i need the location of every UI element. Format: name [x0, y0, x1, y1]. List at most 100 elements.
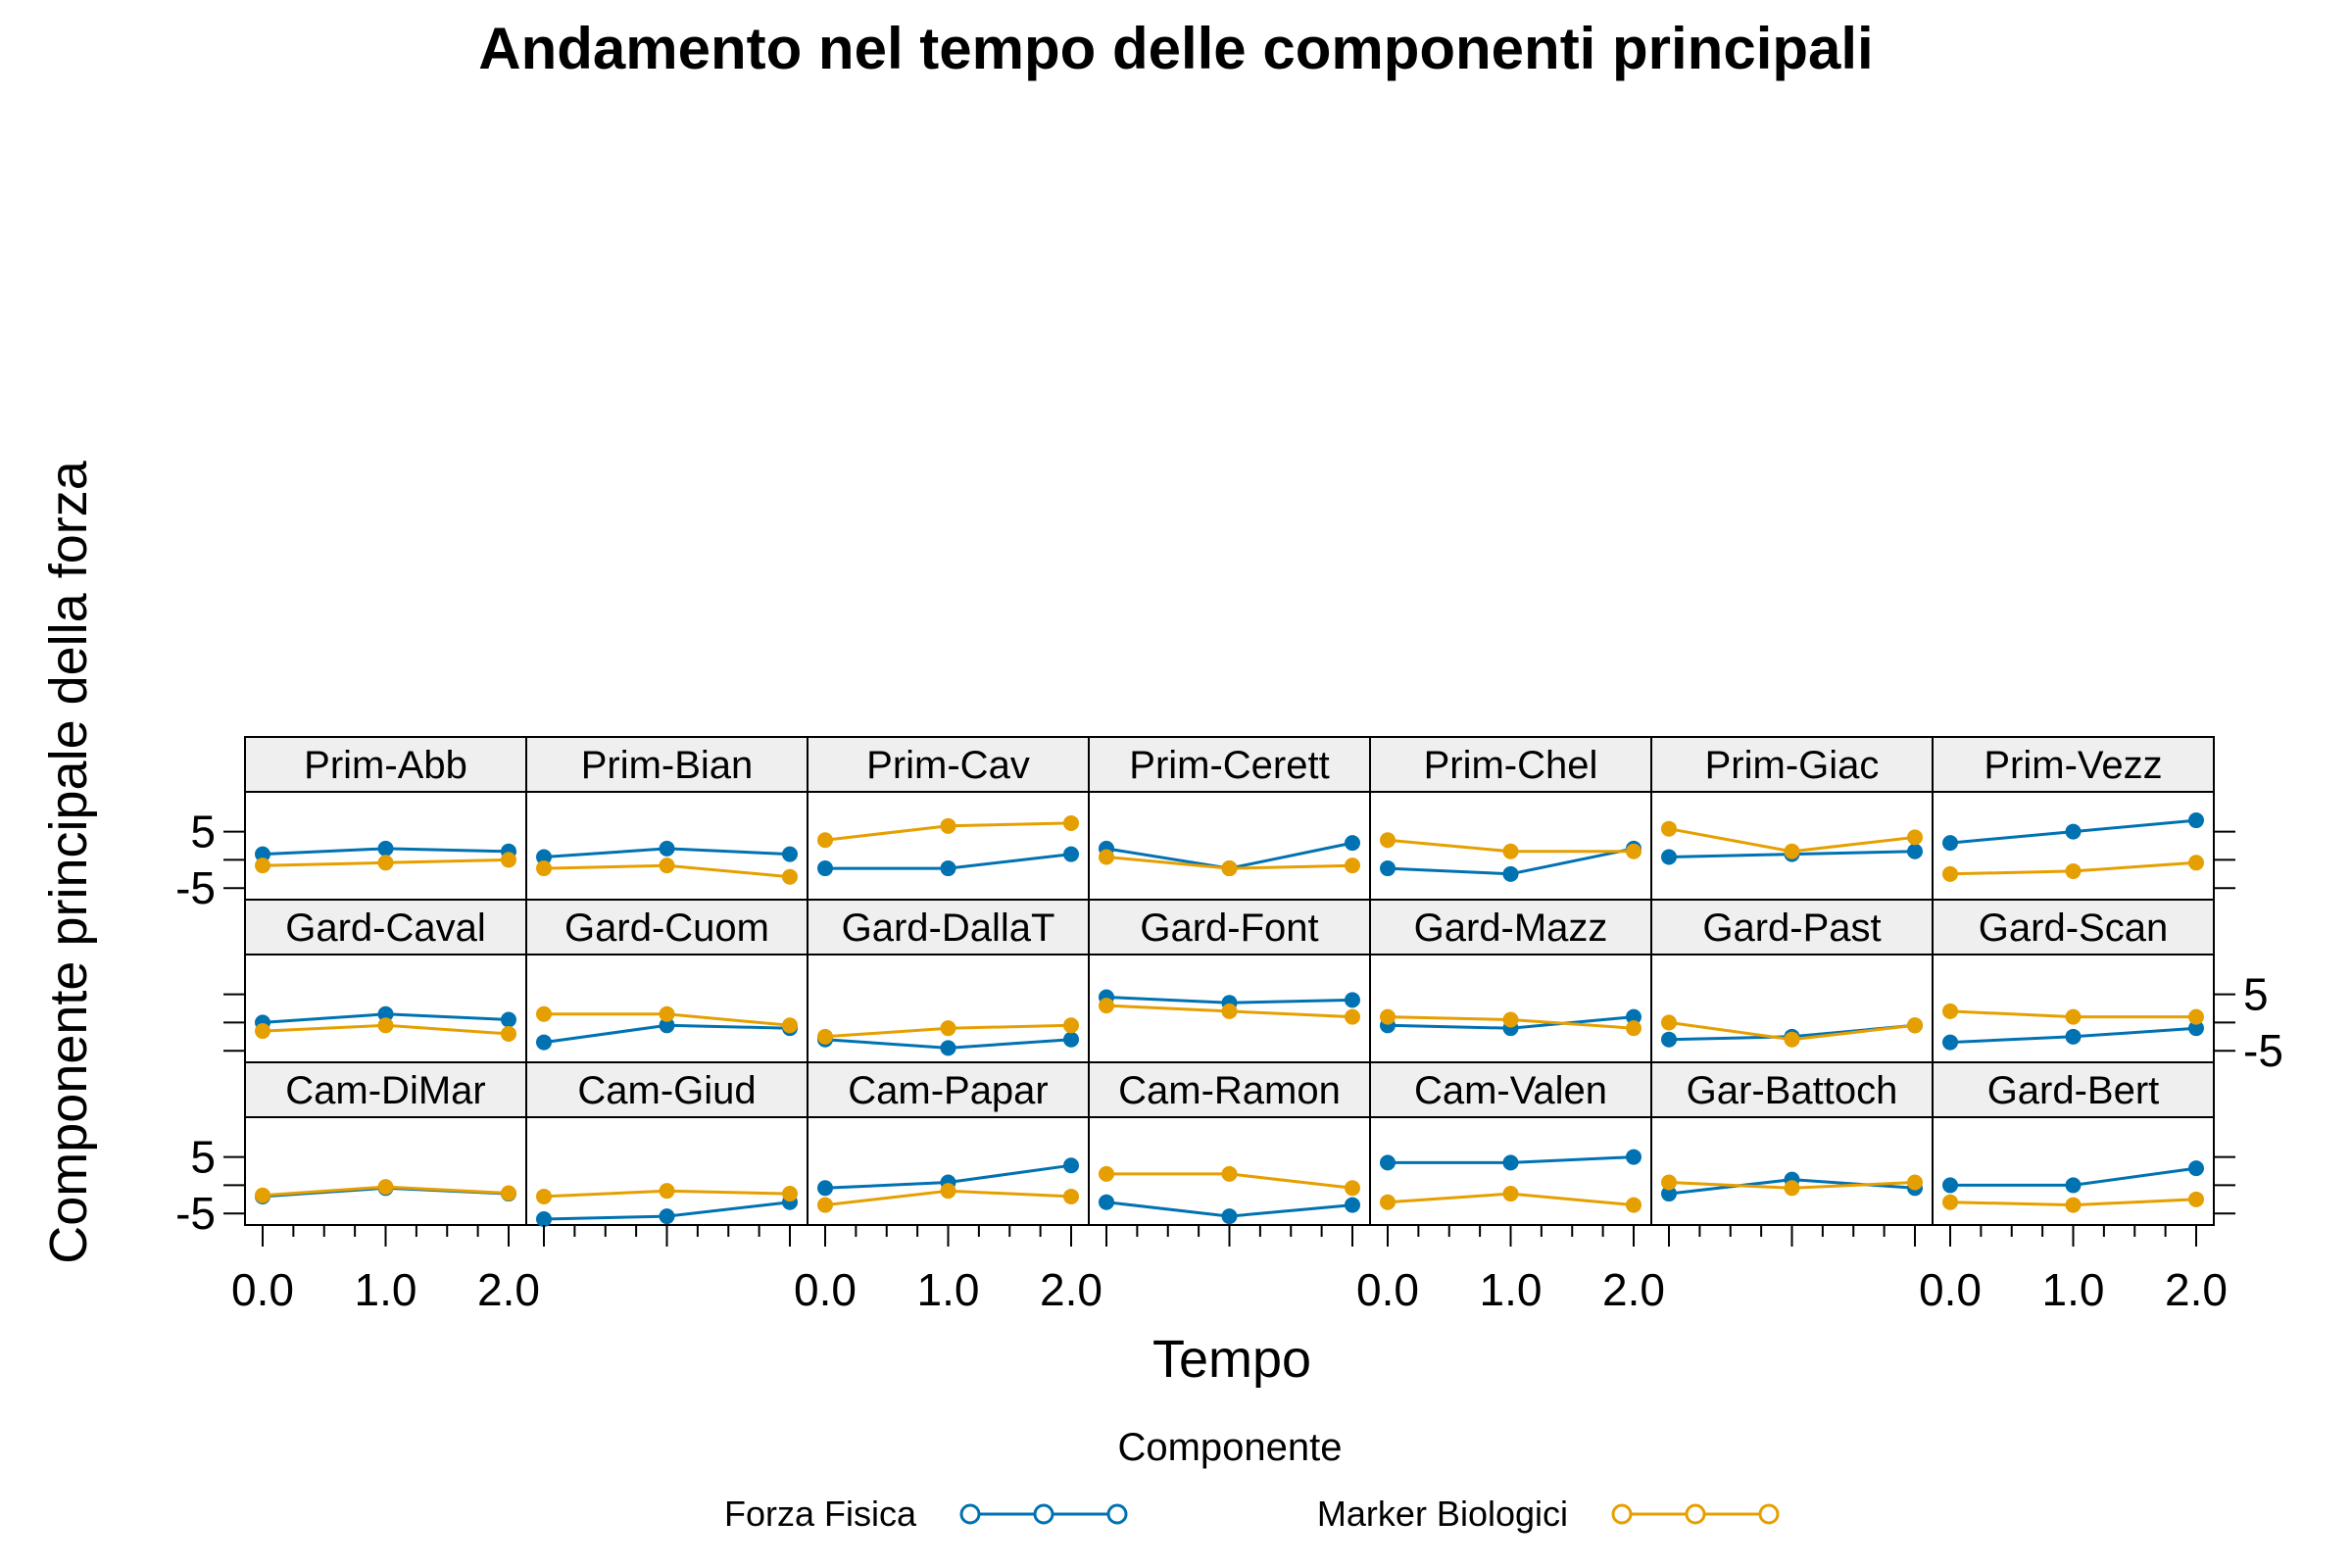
strip-label: Gard-Font — [1140, 906, 1318, 950]
panel-gard-bert: Gard-Bert — [1932, 1061, 2215, 1226]
data-point-forza-fisica — [2188, 812, 2204, 829]
data-point-forza-fisica — [1345, 835, 1360, 852]
strip — [244, 899, 527, 956]
panel-cam-dimar: Cam-DiMar — [244, 1061, 527, 1226]
legend-marker-forza-fisica — [1033, 1503, 1054, 1525]
data-point-marker-biologici — [659, 1183, 675, 1200]
legend-marker-marker-biologici — [1758, 1503, 1780, 1525]
data-point-marker-biologici — [1942, 1194, 1958, 1210]
x-tick-label: 2.0 — [2165, 1264, 2228, 1315]
legend-marker-forza-fisica — [1106, 1503, 1128, 1525]
x-tick-label: 0.0 — [231, 1264, 294, 1315]
data-point-marker-biologici — [2065, 862, 2082, 879]
data-point-marker-biologici — [536, 1005, 552, 1022]
data-point-marker-biologici — [1784, 1180, 1800, 1197]
strip-label: Gard-Bert — [1987, 1069, 2160, 1112]
data-point-marker-biologici — [782, 868, 798, 885]
strip-label: Cam-Ramon — [1118, 1069, 1341, 1112]
strip-label: Prim-Abb — [304, 744, 467, 787]
legend-title: Componente — [1117, 1426, 1342, 1469]
y-axis-title: Componente principale della forza — [39, 460, 98, 1263]
data-point-marker-biologici — [782, 1017, 798, 1034]
x-tick-label: 0.0 — [794, 1264, 857, 1315]
data-point-marker-biologici — [1380, 832, 1396, 849]
data-point-marker-biologici — [377, 1017, 394, 1034]
data-point-marker-biologici — [940, 1183, 956, 1200]
y-tick-label: 5 — [2243, 969, 2269, 1020]
data-point-marker-biologici — [940, 817, 956, 834]
data-point-marker-biologici — [1063, 1017, 1079, 1034]
data-point-marker-biologici — [1942, 865, 1958, 882]
data-point-forza-fisica — [377, 1005, 394, 1022]
strip — [1932, 1061, 2215, 1118]
data-point-marker-biologici — [1784, 843, 1800, 859]
strip-label: Cam-Papar — [848, 1069, 1049, 1112]
data-point-marker-biologici — [817, 832, 833, 849]
data-point-marker-biologici — [1221, 1165, 1238, 1182]
data-point-marker-biologici — [1942, 1003, 1958, 1019]
axes: -55-55-550.0 1.0 2.0 0.0 1.0 2.0 0.0 1.0 2.0 0.0 1… — [175, 807, 2283, 1315]
panel-frame — [1650, 1116, 1934, 1226]
data-point-forza-fisica — [1063, 846, 1079, 862]
strip-label: Prim-Vezz — [1984, 744, 2162, 787]
data-point-forza-fisica — [2188, 1160, 2204, 1177]
strip — [1369, 1061, 1652, 1118]
panel-gard-font: Gard-Font — [1088, 899, 1371, 1063]
data-point-marker-biologici — [1099, 1165, 1114, 1182]
data-point-forza-fisica — [940, 1040, 956, 1056]
strip-label: Gard-Cuom — [564, 906, 769, 950]
x-tick-label: 1.0 — [917, 1264, 980, 1315]
strip-label: Prim-Giac — [1705, 744, 1880, 787]
x-tick-label: 0.0 — [1919, 1264, 1982, 1315]
x-tick-label: 1.0 — [1480, 1264, 1543, 1315]
x-tick-label: 2.0 — [1040, 1264, 1102, 1315]
strip-label: Cam-Giud — [577, 1069, 756, 1112]
data-point-marker-biologici — [1099, 998, 1114, 1014]
x-axis-title: Tempo — [1152, 1330, 1311, 1389]
data-point-marker-biologici — [1907, 829, 1923, 846]
strip-label: Gard-Past — [1702, 906, 1881, 950]
data-point-marker-biologici — [782, 1186, 798, 1202]
panel-prim-vezz: Prim-Vezz — [1932, 736, 2215, 901]
legend-marker-forza-fisica — [959, 1503, 981, 1525]
panel-frame — [807, 791, 1090, 901]
data-point-marker-biologici — [1221, 860, 1238, 877]
panel-cam-valen: Cam-Valen — [1369, 1061, 1652, 1226]
panel-frame — [1369, 1116, 1652, 1226]
data-point-forza-fisica — [659, 1208, 675, 1225]
data-point-marker-biologici — [1661, 820, 1677, 837]
data-point-marker-biologici — [1626, 843, 1642, 859]
data-point-marker-biologici — [1345, 858, 1360, 874]
data-point-forza-fisica — [1626, 1008, 1642, 1025]
data-point-forza-fisica — [536, 849, 552, 865]
data-point-marker-biologici — [1099, 849, 1114, 865]
strip-label: Cam-Valen — [1414, 1069, 1607, 1112]
panel-frame — [244, 1116, 527, 1226]
data-point-marker-biologici — [2188, 855, 2204, 871]
data-point-marker-biologici — [1502, 843, 1519, 859]
panel-prim-abb: Prim-Abb — [244, 736, 527, 901]
chart-title: Andamento nel tempo delle componenti pri… — [478, 16, 1873, 81]
data-point-marker-biologici — [2065, 1197, 2082, 1213]
data-point-forza-fisica — [2065, 1028, 2082, 1045]
data-point-forza-fisica — [940, 860, 956, 877]
panel-frame — [1369, 954, 1652, 1063]
data-point-forza-fisica — [536, 1034, 552, 1051]
data-point-forza-fisica — [1063, 1031, 1079, 1048]
y-tick-label: -5 — [2243, 1025, 2283, 1076]
panel-prim-cav: Prim-Cav — [807, 736, 1090, 901]
panel-gard-scan: Gard-Scan — [1932, 899, 2215, 1063]
data-point-marker-biologici — [255, 1187, 270, 1203]
data-point-marker-biologici — [501, 1025, 516, 1042]
panel-gard-cuom: Gard-Cuom — [525, 899, 808, 1063]
data-point-marker-biologici — [817, 1197, 833, 1213]
data-point-forza-fisica — [536, 1211, 552, 1227]
strip-label: Prim-Cav — [866, 744, 1030, 787]
strip-label: Prim-Cerett — [1129, 744, 1329, 787]
data-point-forza-fisica — [817, 1180, 833, 1197]
panel-frame — [1932, 954, 2215, 1063]
y-tick-label: 5 — [190, 1132, 216, 1183]
strip-label: Prim-Chel — [1424, 744, 1598, 787]
data-point-forza-fisica — [1502, 865, 1519, 882]
